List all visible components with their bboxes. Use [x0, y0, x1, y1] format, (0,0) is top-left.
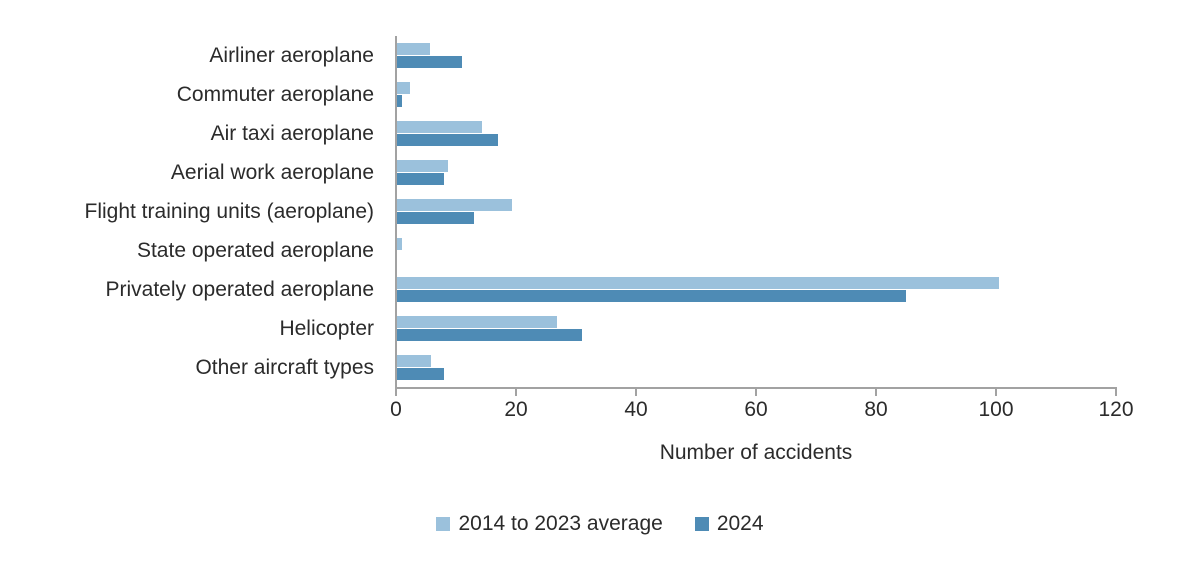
- bar-group: [396, 309, 1200, 348]
- bar-average: [396, 316, 557, 328]
- x-tick-mark: [755, 387, 757, 396]
- x-tick-label: 100: [978, 398, 1014, 421]
- x-tick-mark: [635, 387, 637, 396]
- bar-average: [396, 277, 999, 289]
- bar-current: [396, 134, 498, 146]
- bar-average: [396, 355, 431, 367]
- x-tick-mark: [515, 387, 517, 396]
- category-label: Helicopter: [279, 317, 374, 340]
- category-row: Flight training units (aeroplane): [0, 192, 1200, 231]
- x-tick-label: 120: [1098, 398, 1134, 421]
- x-tick-mark: [995, 387, 997, 396]
- bar-group: [396, 231, 1200, 270]
- legend-swatch-icon: [436, 517, 451, 531]
- category-row: Airliner aeroplane: [0, 36, 1200, 75]
- bar-group: [396, 192, 1200, 231]
- category-label: Air taxi aeroplane: [210, 122, 374, 145]
- bar-group: [396, 75, 1200, 114]
- legend-label: 2014 to 2023 average: [458, 512, 663, 535]
- bar-current: [396, 290, 906, 302]
- x-tick-label: 0: [390, 398, 402, 421]
- bar-current: [396, 56, 462, 68]
- bar-group: [396, 114, 1200, 153]
- category-label: Flight training units (aeroplane): [84, 200, 375, 223]
- category-row: Helicopter: [0, 309, 1200, 348]
- bar-current: [396, 173, 444, 185]
- bar-current: [396, 368, 444, 380]
- legend-label: 2024: [716, 512, 764, 535]
- legend-item-current: 2024: [694, 512, 764, 536]
- legend-swatch-icon: [694, 517, 709, 531]
- bar-average: [396, 82, 410, 94]
- category-label: Airliner aeroplane: [209, 44, 374, 67]
- x-tick-mark: [875, 387, 877, 396]
- bar-current: [396, 212, 474, 224]
- x-tick-label: 40: [624, 398, 648, 421]
- y-axis-line: [395, 36, 397, 389]
- bar-current: [396, 329, 582, 341]
- category-rows: Airliner aeroplane Commuter aeroplane Air …: [0, 36, 1200, 387]
- category-row: State operated aeroplane: [0, 231, 1200, 270]
- category-row: Air taxi aeroplane: [0, 114, 1200, 153]
- bar-group: [396, 153, 1200, 192]
- bar-average: [396, 160, 448, 172]
- x-axis-title: Number of accidents: [659, 441, 853, 464]
- category-label: Aerial work aeroplane: [170, 161, 374, 184]
- bar-average: [396, 238, 402, 250]
- bar-group: [396, 270, 1200, 309]
- category-label: Privately operated aeroplane: [105, 278, 374, 301]
- category-label: Other aircraft types: [195, 356, 374, 379]
- legend: 2014 to 2023 average 2024: [0, 512, 1200, 536]
- legend-item-average: 2014 to 2023 average: [436, 512, 663, 536]
- x-tick-label: 60: [744, 398, 768, 421]
- category-label: Commuter aeroplane: [176, 83, 374, 106]
- x-tick-mark: [395, 387, 397, 396]
- bar-average: [396, 121, 482, 133]
- bar-average: [396, 199, 512, 211]
- bar-group: [396, 36, 1200, 75]
- x-tick-label: 80: [864, 398, 888, 421]
- bar-current: [396, 95, 402, 107]
- category-row: Aerial work aeroplane: [0, 153, 1200, 192]
- category-row: Commuter aeroplane: [0, 75, 1200, 114]
- category-label: State operated aeroplane: [136, 239, 374, 262]
- x-tick-mark: [1115, 387, 1117, 396]
- category-row: Privately operated aeroplane: [0, 270, 1200, 309]
- category-row: Other aircraft types: [0, 348, 1200, 387]
- bar-average: [396, 43, 430, 55]
- x-tick-label: 20: [504, 398, 528, 421]
- bar-group: [396, 348, 1200, 387]
